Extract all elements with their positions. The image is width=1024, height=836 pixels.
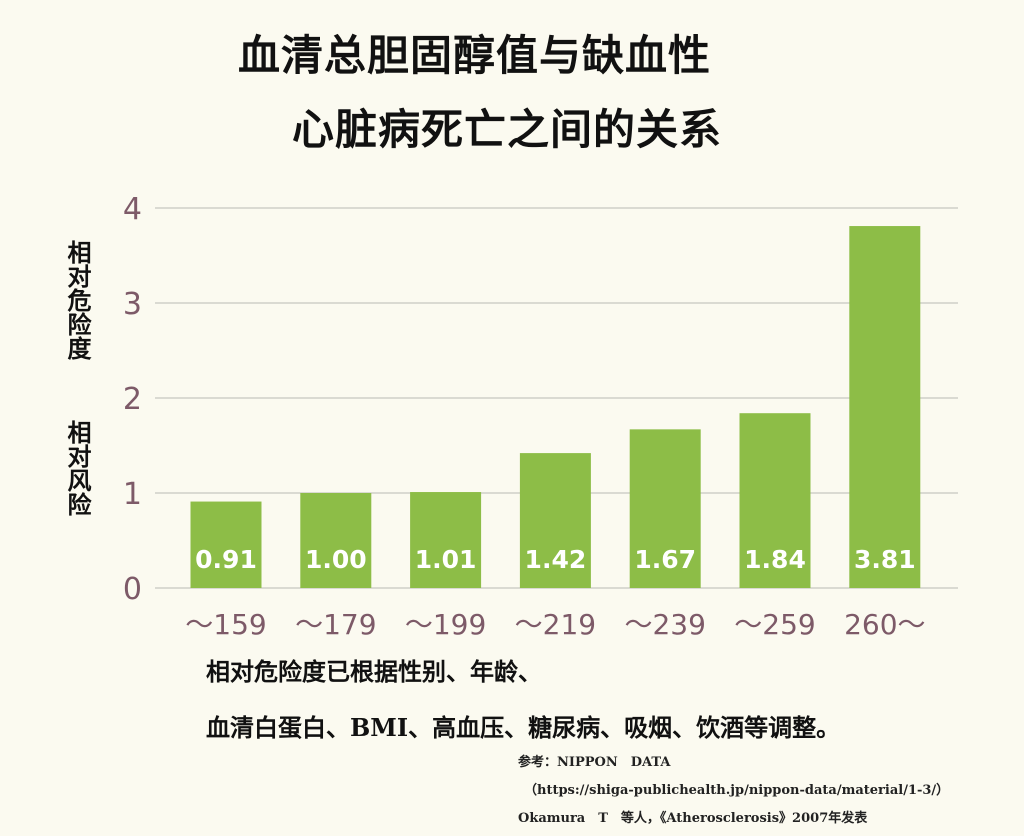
adjustment-note-line-1: 相对危险度已根据性别、年龄、 xyxy=(206,657,542,686)
y-tick-label: 4 xyxy=(123,192,142,227)
y-tick-label: 2 xyxy=(123,382,142,417)
bar xyxy=(519,453,591,588)
bar-value-label: 1.01 xyxy=(415,545,477,574)
y-axis-label-1: 相对危险度 xyxy=(63,240,92,360)
y-tick-label: 3 xyxy=(123,287,142,322)
bar-value-label: 1.00 xyxy=(305,545,367,574)
bar xyxy=(410,492,482,588)
y-tick-label: 1 xyxy=(123,477,142,512)
reference-citation: Okamura T 等人，《Atherosclerosis》2007年发表 xyxy=(518,811,868,826)
x-tick-label: ～259 xyxy=(734,608,815,641)
bar-value-label: 1.67 xyxy=(634,545,696,574)
y-axis-label-2: 相对风险 xyxy=(63,420,92,516)
x-tick-label: ～159 xyxy=(185,608,266,641)
bar-value-label: 1.42 xyxy=(525,545,587,574)
chart-title-line-2: 心脏病死亡之间的关系 xyxy=(292,105,723,154)
bar xyxy=(190,501,262,588)
reference-url: （https://shiga-publichealth.jp/nippon-da… xyxy=(524,783,950,798)
bar xyxy=(739,413,811,588)
adjustment-note-line-2: 血清白蛋白、BMI、高血压、糖尿病、吸烟、饮酒等调整。 xyxy=(206,713,841,742)
reference-line-1: 参考：NIPPON DATA xyxy=(518,755,671,770)
x-tick-label: 260～ xyxy=(844,608,925,641)
x-tick-label: ～199 xyxy=(405,608,486,641)
bar-value-label: 1.84 xyxy=(744,545,806,574)
bar xyxy=(629,429,701,588)
bar xyxy=(849,226,921,589)
x-tick-label: ～179 xyxy=(295,608,376,641)
x-tick-label: ～219 xyxy=(515,608,596,641)
bar-value-label: 0.91 xyxy=(195,545,257,574)
bar xyxy=(300,493,372,588)
chart-title-line-1: 血清总胆固醇值与缺血性 xyxy=(238,31,712,80)
bar-value-label: 3.81 xyxy=(854,545,916,574)
x-tick-label: ～239 xyxy=(624,608,705,641)
y-tick-label: 0 xyxy=(123,572,142,607)
